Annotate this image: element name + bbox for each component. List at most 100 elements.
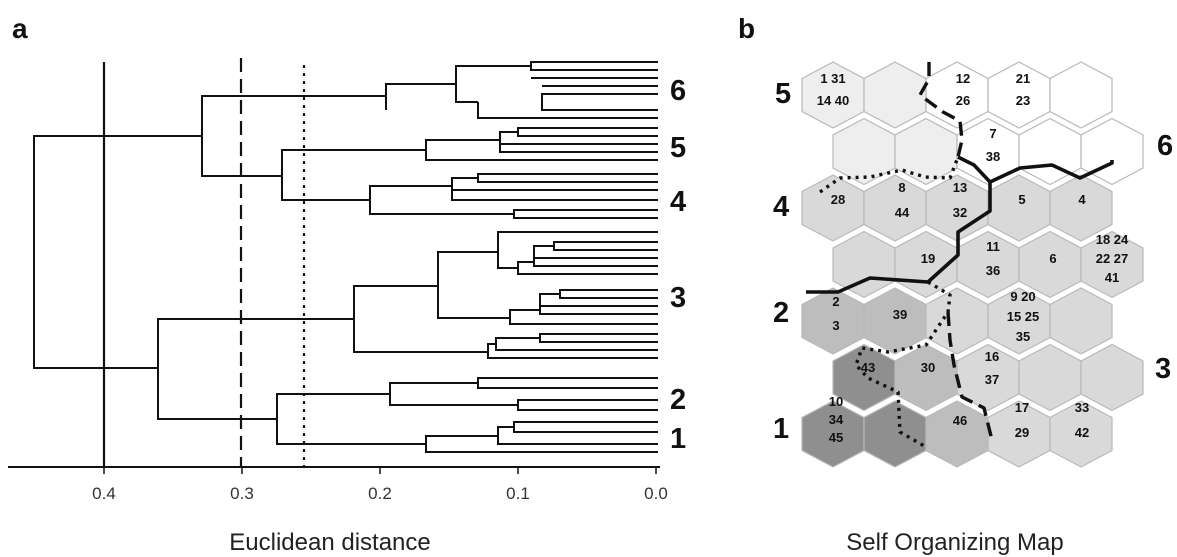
cell-number: 38 [986,149,1000,164]
dendro-branch [541,93,658,111]
cell-number: 12 [956,71,970,86]
som-cell [801,174,865,242]
som-cell [1080,230,1144,299]
cell-number: 11 [986,239,1000,254]
dendro-branch [33,135,202,369]
tick-label: 0.0 [644,484,668,503]
som-cluster-label: 4 [773,191,789,223]
som-cell [925,400,989,468]
dendro-cluster-label: 2 [670,384,686,416]
dendro-branch [281,149,426,201]
dendro-cluster-label: 4 [670,186,686,218]
dendro-branch [389,382,518,406]
cell-number: 32 [953,205,967,220]
dendro-branch [477,377,658,389]
dendro-branch [553,241,658,251]
cell-number: 16 [985,349,999,364]
cell-number: 7 [989,126,996,141]
cell-number: 39 [893,307,907,322]
som-cluster-label: 2 [773,297,789,329]
dendro-branch [157,318,354,420]
dendro-branch [451,190,658,201]
som-cell [894,117,958,186]
som-cell-numbers: 1 31 14 40 12 26 21 23 7 38 28 8 44 13 3… [817,71,1129,445]
dendro-branch [517,127,658,137]
som-cell [1049,287,1113,355]
som-cell [925,287,989,355]
dendro-branch [539,306,658,315]
cell-number: 36 [986,263,1000,278]
tick-label: 0.1 [506,484,530,503]
dendro-branch [499,144,658,153]
cell-number: 44 [895,205,910,220]
cell-number: 29 [1015,425,1029,440]
cell-number: 45 [829,430,843,445]
som-cell [863,61,927,129]
cell-number: 43 [861,360,875,375]
dendro-cluster-label: 5 [670,132,686,164]
dendro-branch [499,131,658,145]
tick-label: 0.2 [368,484,392,503]
cell-number: 37 [985,372,999,387]
dendro-branch [477,102,658,119]
cell-number: 23 [1016,93,1030,108]
cell-number: 5 [1018,192,1025,207]
dendro-branch [437,251,510,319]
cell-number: 13 [953,180,967,195]
cell-number: 33 [1075,400,1089,415]
dendro-branch [533,258,658,267]
cell-number: 35 [1016,329,1030,344]
som-cell [987,174,1051,242]
cell-number: 10 [829,394,843,409]
som-cell [894,343,958,412]
som-cluster-label: 6 [1157,130,1173,162]
som-grid [801,61,1144,468]
som-boundary-line [946,311,994,441]
cell-number: 28 [831,192,845,207]
dendro-branch [497,231,658,252]
som-boundary-line [806,182,992,294]
tick-label: 0.3 [230,484,254,503]
som-cell [832,230,896,299]
cell-number: 8 [898,180,905,195]
x-axis-ticks [103,467,657,474]
dendro-branch [533,245,658,259]
som-boundary-line [819,156,960,194]
som-cell [863,400,927,468]
dendro-cluster-label: 3 [670,282,686,314]
som-cell [1049,61,1113,129]
dendro-branch [276,393,426,445]
cell-number: 22 27 [1096,251,1129,266]
som-cell [1080,117,1144,186]
dendro-branch [385,83,456,110]
som-cell [1080,343,1144,412]
dendro-branch [559,289,658,299]
cell-number: 4 [1078,192,1086,207]
dendro-branch [497,252,518,269]
dendro-branch [539,333,658,343]
cell-number: 9 20 [1010,289,1035,304]
som-cluster-label: 3 [1155,353,1171,385]
som-boundary-line [957,155,1114,184]
cell-number: 30 [921,360,935,375]
dendro-branch [455,65,531,103]
cell-number: 17 [1015,400,1029,415]
dendro-branch [513,421,658,433]
panel-b-label: b [738,13,755,44]
cell-number: 2 [832,294,839,309]
som-boundary-line [918,62,964,158]
cell-number: 46 [953,413,967,428]
dendro-branch [539,293,658,307]
cell-number: 19 [921,251,935,266]
dendrogram [33,58,658,467]
dendro-branch [513,209,658,219]
cell-number: 1 31 [820,71,845,86]
panel-a-label: a [12,13,28,44]
dendro-branch [451,177,658,191]
cell-number: 42 [1075,425,1089,440]
dendro-cluster-label: 6 [670,75,686,107]
dendro-branch [517,261,658,275]
dendro-branch [517,399,658,411]
dendro-branch [477,173,658,183]
